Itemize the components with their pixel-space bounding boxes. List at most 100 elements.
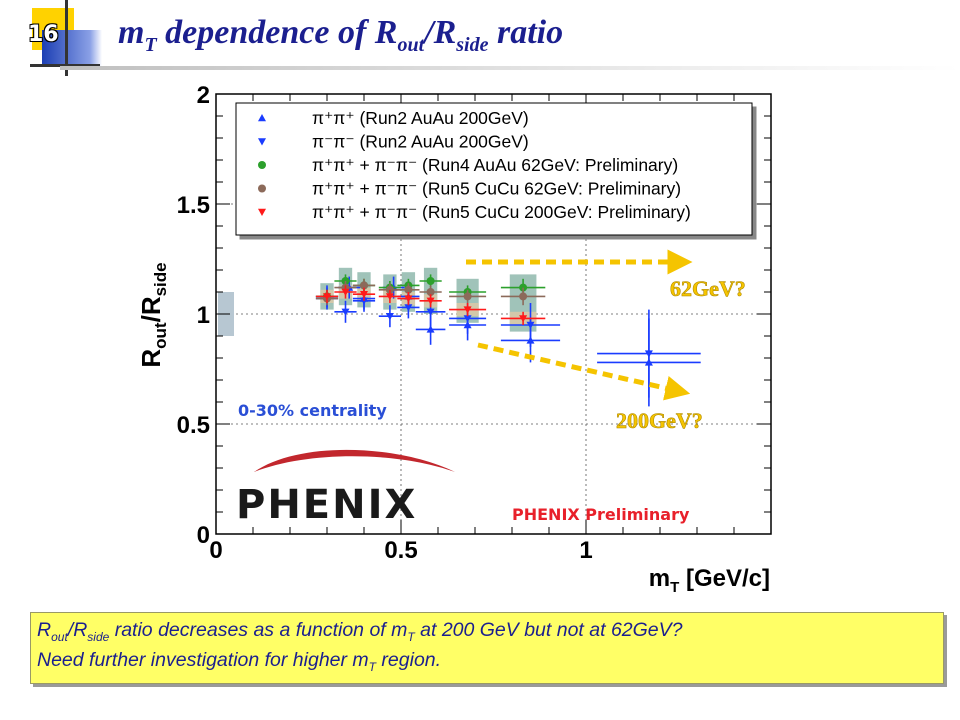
legend-marker bbox=[258, 161, 266, 169]
title-part: m bbox=[118, 14, 145, 51]
conclusion-sub: side bbox=[87, 629, 110, 644]
conclusion-sub: T bbox=[407, 629, 415, 644]
point-marker bbox=[519, 315, 528, 323]
point-marker bbox=[360, 297, 368, 305]
legend-label: π⁻π⁻ (Run2 AuAu 200GeV) bbox=[312, 132, 529, 152]
y-tick-label: 2 bbox=[197, 82, 210, 109]
legend-label: π⁺π⁺ + π⁻π⁻ (Run4 AuAu 62GeV: Preliminar… bbox=[312, 155, 678, 175]
x-tick-label: 0 bbox=[209, 537, 222, 564]
arrow-200gev: 200GeV? bbox=[477, 342, 703, 433]
title-part: dependence of R bbox=[156, 14, 398, 51]
data-point bbox=[449, 303, 487, 317]
point-marker bbox=[404, 304, 413, 312]
y-axis-label: Rout/Rside bbox=[136, 262, 170, 367]
tick-labels: 0 0.5 1 0 0.5 1 1.5 2 bbox=[177, 82, 593, 564]
title-sub: out bbox=[397, 33, 425, 56]
arrow-200gev-shaft bbox=[477, 342, 691, 401]
y-tick-label: 0.5 bbox=[177, 412, 210, 439]
label-200gev: 200GeV? bbox=[616, 408, 703, 433]
point-marker bbox=[463, 315, 472, 323]
data-points bbox=[315, 274, 701, 407]
data-point bbox=[334, 285, 357, 299]
y-tick-label: 1 bbox=[197, 302, 210, 329]
phenix-logo-text: PHENIX bbox=[236, 482, 417, 528]
conclusion-line-1: Rout/Rside ratio decreases as a function… bbox=[37, 619, 683, 644]
label-62gev: 62GeV? bbox=[670, 276, 746, 301]
centrality-label: 0-30% centrality bbox=[238, 401, 387, 420]
conclusion-sub: out bbox=[51, 629, 68, 644]
legend-box bbox=[235, 102, 753, 236]
conclusion-line-2: Need further investigation for higher mT… bbox=[37, 649, 441, 674]
data-point bbox=[352, 287, 376, 301]
conclusion-sub: T bbox=[368, 659, 377, 674]
point-marker bbox=[644, 350, 653, 358]
point-marker bbox=[426, 288, 435, 296]
conclusion-text: /R bbox=[67, 619, 88, 641]
phenix-logo-swoosh bbox=[254, 449, 455, 472]
point-marker bbox=[341, 288, 350, 296]
point-marker bbox=[360, 281, 368, 290]
data-point bbox=[500, 303, 561, 347]
data-point bbox=[449, 289, 487, 303]
point-marker bbox=[360, 291, 368, 299]
title-deco-vertical-line bbox=[65, 0, 68, 76]
legend-label: π⁺π⁺ + π⁻π⁻ (Run5 CuCu 62GeV: Preliminar… bbox=[312, 179, 681, 199]
title-part: /R bbox=[424, 14, 457, 51]
point-marker bbox=[385, 293, 394, 301]
x-tick-label: 1 bbox=[579, 537, 592, 564]
legend: π⁺π⁺ (Run2 AuAu 200GeV) π⁻π⁻ (Run2 AuAu 2… bbox=[235, 102, 753, 236]
arrow-62gev: 62GeV? bbox=[466, 249, 746, 301]
conclusion-text: Need further investigation for higher m bbox=[37, 649, 369, 671]
axis-ticks bbox=[215, 93, 772, 535]
grid-lines bbox=[216, 94, 771, 534]
point-marker bbox=[323, 293, 331, 301]
phenix-logo: PHENIX bbox=[236, 449, 455, 528]
conclusion-box: Rout/Rside ratio decreases as a function… bbox=[30, 612, 944, 684]
data-point bbox=[500, 287, 546, 306]
preliminary-label: PHENIX Preliminary bbox=[512, 505, 690, 524]
point-marker bbox=[426, 277, 435, 285]
point-marker bbox=[341, 308, 350, 316]
legend-marker bbox=[258, 208, 266, 216]
data-point bbox=[378, 305, 401, 328]
point-marker bbox=[526, 321, 535, 329]
point-marker bbox=[426, 308, 435, 316]
x-axis-label: mT [GeV/c] bbox=[649, 565, 770, 596]
conclusion-text: at 200 GeV but not at 62GeV? bbox=[414, 619, 683, 641]
legend-marker bbox=[258, 138, 266, 146]
title-part: ratio bbox=[488, 14, 564, 51]
point-marker bbox=[463, 292, 472, 301]
slide-title: mT dependence of Rout/Rside ratio bbox=[118, 14, 563, 57]
title-sub: side bbox=[456, 33, 489, 56]
point-marker bbox=[404, 285, 413, 294]
y-tick-label: 1.5 bbox=[177, 192, 210, 219]
slide-number: 16 bbox=[28, 22, 59, 47]
conclusion-text: region. bbox=[376, 649, 442, 671]
legend-marker bbox=[258, 184, 266, 193]
point-marker bbox=[426, 297, 435, 305]
point-marker bbox=[385, 313, 394, 321]
title-deco-horizontal-line bbox=[30, 64, 100, 67]
data-point bbox=[397, 292, 420, 306]
data-point bbox=[378, 289, 401, 303]
data-point bbox=[419, 294, 442, 308]
data-point bbox=[597, 309, 701, 398]
point-marker bbox=[426, 325, 435, 333]
title-deco-blue-bar bbox=[42, 30, 102, 66]
point-marker bbox=[519, 292, 528, 301]
title-rule bbox=[60, 66, 960, 70]
title-sub: T bbox=[144, 33, 157, 56]
data-point bbox=[315, 289, 339, 303]
point-marker bbox=[463, 306, 472, 314]
conclusion-text: ratio decreases as a function of m bbox=[109, 619, 408, 641]
legend-marker bbox=[258, 114, 266, 122]
x-tick-label: 0.5 bbox=[384, 537, 417, 564]
data-point bbox=[352, 278, 376, 292]
conclusion-text: R bbox=[37, 619, 52, 641]
chart: 0 0.5 1 0 0.5 1 1.5 2 Rout/Rside mT [GeV/c] π⁺π… bbox=[136, 82, 772, 596]
legend-label: π⁺π⁺ + π⁻π⁻ (Run5 CuCu 200GeV: Prelimina… bbox=[312, 202, 691, 222]
data-point bbox=[500, 311, 546, 325]
y-tick-label: 0 bbox=[197, 522, 210, 549]
data-point bbox=[334, 300, 357, 323]
legend-label: π⁺π⁺ (Run2 AuAu 200GeV) bbox=[312, 108, 529, 128]
